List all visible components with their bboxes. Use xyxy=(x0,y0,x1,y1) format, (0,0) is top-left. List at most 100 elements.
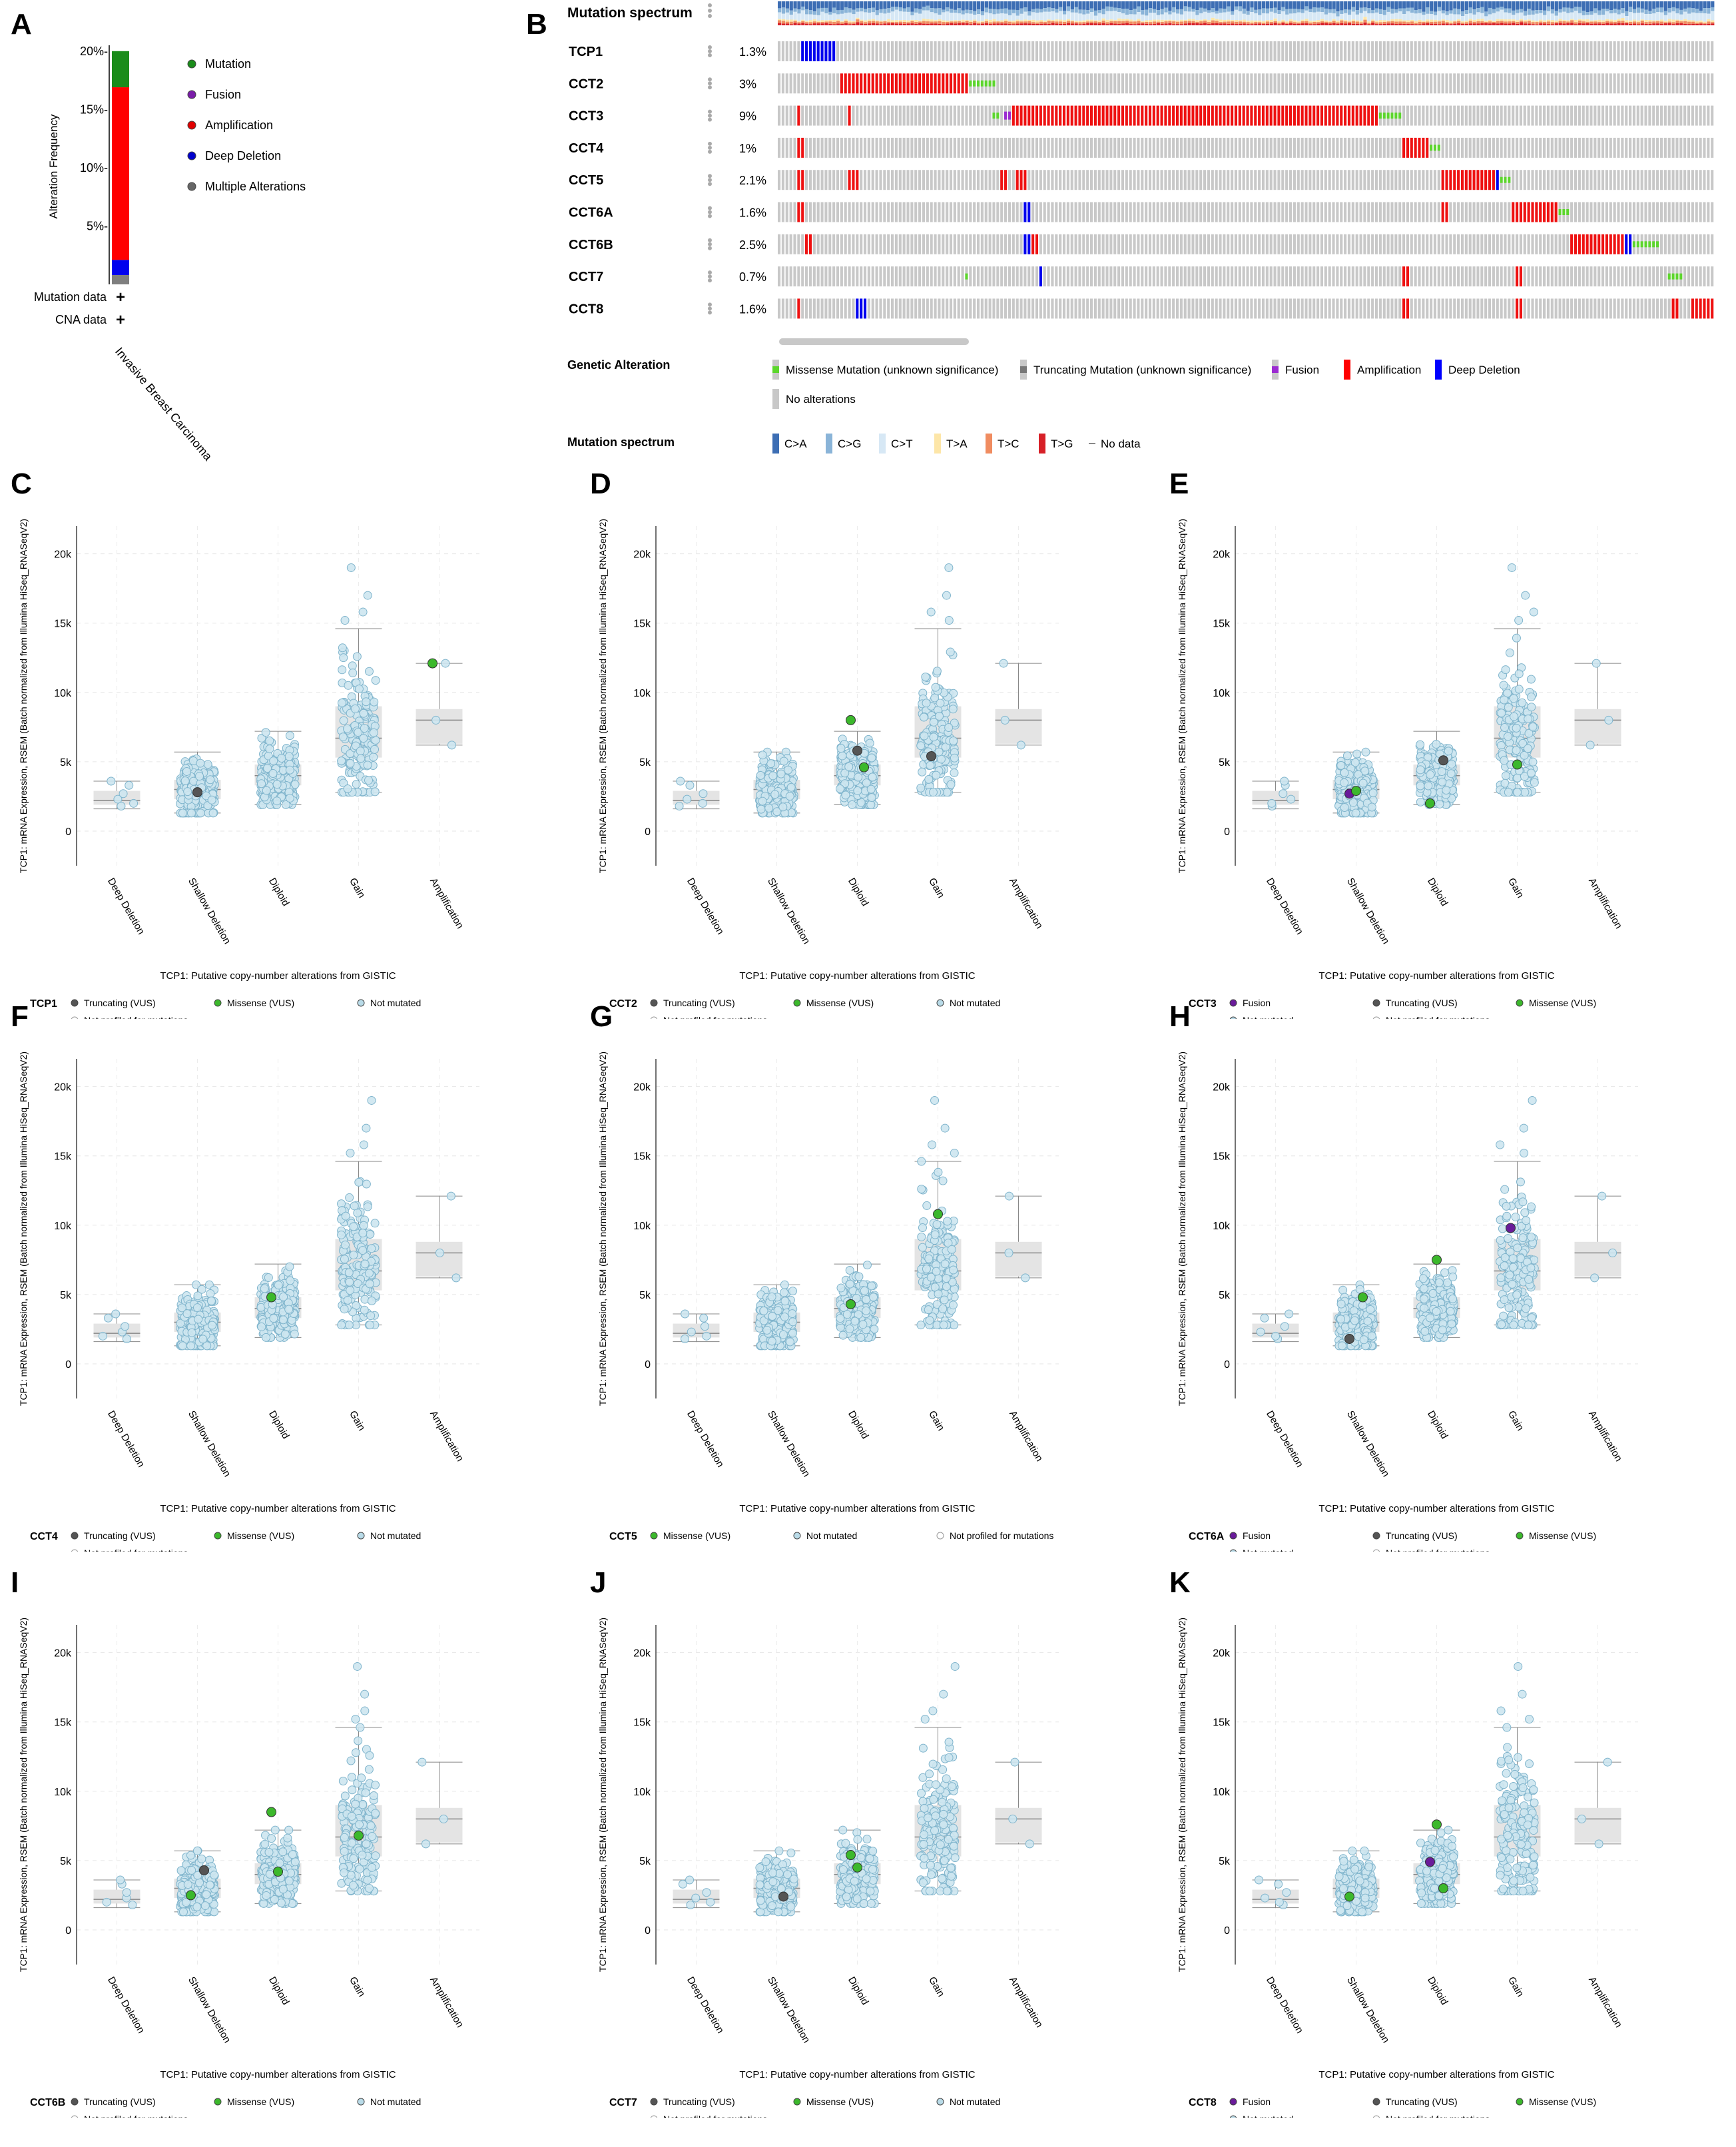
sample-cell xyxy=(1308,298,1312,319)
spectrum-bar-segment xyxy=(844,19,848,21)
spectrum-bar-segment xyxy=(1281,21,1285,23)
spectrum-bar-segment xyxy=(1460,1,1465,12)
sample-cell xyxy=(1527,298,1530,319)
data-point xyxy=(370,745,380,754)
spectrum-bar-segment xyxy=(1246,11,1250,15)
sample-cell xyxy=(1707,266,1710,287)
sample-cell xyxy=(1242,170,1245,190)
sample-cell xyxy=(1090,298,1093,319)
spectrum-bar-segment xyxy=(1289,13,1293,20)
data-point xyxy=(432,715,441,725)
spectrum-bar-segment xyxy=(934,13,938,21)
sample-cell xyxy=(906,170,910,190)
sample-cell xyxy=(1004,266,1008,287)
sample-cell-amplification xyxy=(1519,202,1522,222)
sample-cell xyxy=(1148,41,1152,61)
sample-cell xyxy=(1156,202,1159,222)
spectrum-bar-segment xyxy=(922,1,926,7)
spectrum-bar-segment xyxy=(973,21,977,23)
spectrum-bar-segment xyxy=(1160,14,1164,20)
sample-cell xyxy=(1070,170,1073,190)
spectrum-bar-segment xyxy=(828,23,832,25)
sample-cell xyxy=(1640,202,1643,222)
sample-cell xyxy=(894,170,898,190)
spectrum-bar-segment xyxy=(910,1,914,12)
sample-cell xyxy=(812,170,816,190)
sample-cell xyxy=(1101,266,1105,287)
spectrum-bar-segment xyxy=(1223,12,1227,20)
spectrum-bar-segment xyxy=(1000,13,1004,21)
sample-cell xyxy=(1679,73,1683,94)
spectrum-bar-segment xyxy=(1281,19,1285,22)
sample-cell xyxy=(1059,41,1062,61)
sample-cell xyxy=(1148,170,1152,190)
sample-cell xyxy=(1605,105,1608,126)
spectrum-bar-segment xyxy=(778,12,782,19)
sample-cell-amplification xyxy=(942,73,945,94)
spectrum-bar-segment xyxy=(980,22,985,24)
sample-cell xyxy=(1125,170,1128,190)
data-point xyxy=(359,734,368,743)
spectrum-bar-segment xyxy=(1640,19,1644,21)
sample-cell xyxy=(1441,234,1444,254)
spectrum-bar-segment xyxy=(1121,9,1125,14)
sample-cell xyxy=(1496,266,1499,287)
spectrum-bar-segment xyxy=(980,21,985,23)
sample-cell xyxy=(910,41,914,61)
spectrum-bar-segment xyxy=(1406,22,1410,24)
sample-cell xyxy=(1675,234,1679,254)
spectrum-bar-segment xyxy=(1554,23,1558,25)
data-point xyxy=(257,779,266,788)
spectrum-bar-segment xyxy=(1488,23,1492,25)
spectrum-bar-segment xyxy=(1320,23,1324,25)
spectrum-bar-segment xyxy=(1281,11,1285,20)
sample-cell xyxy=(1398,137,1402,158)
spectrum-bar-segment xyxy=(1500,7,1504,10)
sample-cell xyxy=(1671,170,1675,190)
spectrum-bar-segment xyxy=(1242,8,1246,14)
sample-cell xyxy=(1508,105,1511,126)
sample-cell xyxy=(1527,234,1530,254)
sample-cell xyxy=(863,41,867,61)
spectrum-bar-segment xyxy=(1504,19,1508,22)
sample-cell xyxy=(1082,41,1085,61)
sample-cell xyxy=(1464,73,1468,94)
sample-cell xyxy=(852,202,855,222)
spectrum-bar-segment xyxy=(1340,13,1344,19)
spectrum-bar-segment xyxy=(984,7,988,13)
spectrum-bar-segment xyxy=(816,22,820,24)
spectrum-bar-segment xyxy=(1152,19,1157,22)
sample-cell xyxy=(1234,266,1238,287)
spectrum-bar-segment xyxy=(1590,23,1593,25)
data-point xyxy=(848,800,857,809)
spectrum-bar-segment xyxy=(785,21,790,24)
spectrum-bar-segment xyxy=(1437,7,1442,11)
sample-cell xyxy=(1570,105,1574,126)
spectrum-bar-segment xyxy=(973,23,977,25)
sample-cell-amplification xyxy=(930,73,933,94)
sample-cell xyxy=(1121,137,1125,158)
sample-cell xyxy=(1402,202,1406,222)
spectrum-bar-segment xyxy=(1433,23,1438,25)
sample-cell xyxy=(965,137,968,158)
sample-cell-amplification xyxy=(1609,234,1612,254)
sample-cell-amplification xyxy=(860,73,863,94)
sample-cell xyxy=(1675,41,1679,61)
spectrum-bar-segment xyxy=(1059,11,1063,20)
spectrum-bar-segment xyxy=(1082,22,1086,24)
sample-cell xyxy=(1250,41,1253,61)
spectrum-bar-segment xyxy=(1671,7,1675,12)
sample-cell xyxy=(1008,202,1011,222)
sample-cell xyxy=(1215,41,1218,61)
spectrum-bar-segment xyxy=(1113,21,1117,24)
spectrum-bar-segment xyxy=(1265,20,1270,22)
sample-cell xyxy=(922,41,926,61)
sample-cell-amplification xyxy=(1703,298,1706,319)
sample-cell xyxy=(1191,266,1195,287)
spectrum-bar-segment xyxy=(1301,23,1304,25)
spectrum-bar-segment xyxy=(797,13,801,21)
legend-label: Fusion xyxy=(205,88,241,101)
sample-cell xyxy=(930,202,933,222)
sample-cell xyxy=(820,137,824,158)
sample-cell xyxy=(1460,73,1464,94)
